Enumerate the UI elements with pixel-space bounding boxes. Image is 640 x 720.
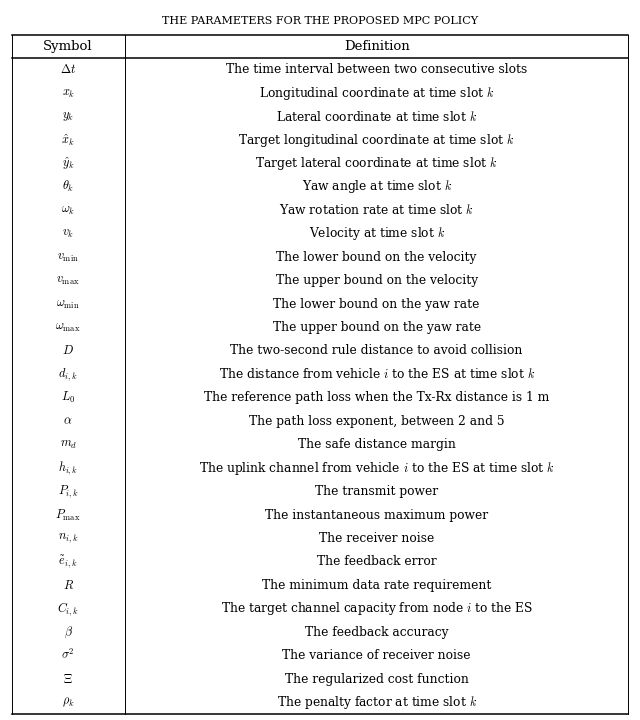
Text: $\tilde{e}_{i,k}$: $\tilde{e}_{i,k}$ [58,554,78,570]
Text: $D$: $D$ [62,344,74,357]
Text: THE PARAMETERS FOR THE PROPOSED MPC POLICY: THE PARAMETERS FOR THE PROPOSED MPC POLI… [162,16,478,26]
Text: Yaw rotation rate at time slot $k$: Yaw rotation rate at time slot $k$ [279,203,474,217]
Text: $C_{i,k}$: $C_{i,k}$ [57,600,79,618]
Text: The regularized cost function: The regularized cost function [285,672,468,685]
Text: The target channel capacity from node $i$ to the ES: The target channel capacity from node $i… [221,600,532,617]
Text: $y_k$: $y_k$ [62,110,74,123]
Text: $v_{\mathrm{min}}$: $v_{\mathrm{min}}$ [57,251,79,264]
Text: Target lateral coordinate at time slot $k$: Target lateral coordinate at time slot $… [255,155,498,172]
Text: $\omega_{\mathrm{max}}$: $\omega_{\mathrm{max}}$ [56,321,81,334]
Text: $n_{i,k}$: $n_{i,k}$ [58,532,78,545]
Text: The minimum data rate requirement: The minimum data rate requirement [262,579,492,592]
Text: The variance of receiver noise: The variance of receiver noise [282,649,471,662]
Text: The feedback accuracy: The feedback accuracy [305,626,449,639]
Text: $L_0$: $L_0$ [61,390,76,405]
Text: $\hat{y}_k$: $\hat{y}_k$ [61,155,75,172]
Text: $\theta_k$: $\theta_k$ [62,179,74,194]
Text: The two-second rule distance to avoid collision: The two-second rule distance to avoid co… [230,344,523,357]
Text: The transmit power: The transmit power [315,485,438,498]
Text: The reference path loss when the Tx-Rx distance is 1 m: The reference path loss when the Tx-Rx d… [204,392,549,405]
Text: $\Delta t$: $\Delta t$ [60,63,76,76]
Text: $R$: $R$ [63,579,74,592]
Text: The upper bound on the velocity: The upper bound on the velocity [276,274,477,287]
Text: $P_{\mathrm{max}}$: $P_{\mathrm{max}}$ [55,508,81,523]
Text: The uplink channel from vehicle $i$ to the ES at time slot $k$: The uplink channel from vehicle $i$ to t… [199,459,554,477]
Text: Lateral coordinate at time slot $k$: Lateral coordinate at time slot $k$ [276,109,477,124]
Text: Longitudinal coordinate at time slot $k$: Longitudinal coordinate at time slot $k$ [259,85,494,102]
Text: The receiver noise: The receiver noise [319,532,435,545]
Text: $\beta$: $\beta$ [63,624,73,640]
Text: $v_k$: $v_k$ [62,228,74,240]
Text: $m_d$: $m_d$ [60,438,77,451]
Text: Velocity at time slot $k$: Velocity at time slot $k$ [308,225,445,242]
Text: The lower bound on the velocity: The lower bound on the velocity [276,251,477,264]
Text: $\omega_k$: $\omega_k$ [61,204,75,217]
Text: $d_{i,k}$: $d_{i,k}$ [58,366,78,382]
Text: $\Xi$: $\Xi$ [63,672,73,685]
Text: $\rho_k$: $\rho_k$ [62,696,74,709]
Text: $\sigma^2$: $\sigma^2$ [61,649,75,663]
Text: The penalty factor at time slot $k$: The penalty factor at time slot $k$ [276,694,477,711]
Text: The distance from vehicle $i$ to the ES at time slot $k$: The distance from vehicle $i$ to the ES … [218,367,535,382]
Text: $h_{i,k}$: $h_{i,k}$ [58,459,78,477]
Text: The lower bound on the yaw rate: The lower bound on the yaw rate [273,297,480,310]
Text: $x_k$: $x_k$ [61,86,75,99]
Text: $\hat{x}_k$: $\hat{x}_k$ [61,132,75,148]
Text: $P_{i,k}$: $P_{i,k}$ [58,483,79,500]
Text: The safe distance margin: The safe distance margin [298,438,456,451]
Text: The feedback error: The feedback error [317,555,436,568]
Text: Yaw angle at time slot $k$: Yaw angle at time slot $k$ [301,179,452,195]
Text: The time interval between two consecutive slots: The time interval between two consecutiv… [226,63,527,76]
Text: The instantaneous maximum power: The instantaneous maximum power [265,508,488,521]
Text: The upper bound on the yaw rate: The upper bound on the yaw rate [273,321,481,334]
Text: Definition: Definition [344,40,410,53]
Text: Target longitudinal coordinate at time slot $k$: Target longitudinal coordinate at time s… [238,132,515,148]
Text: The path loss exponent, between 2 and 5: The path loss exponent, between 2 and 5 [249,415,504,428]
Text: Symbol: Symbol [44,40,93,53]
Text: $v_{\mathrm{max}}$: $v_{\mathrm{max}}$ [56,274,80,287]
Text: $\omega_{\mathrm{min}}$: $\omega_{\mathrm{min}}$ [56,297,80,310]
Text: $\alpha$: $\alpha$ [63,415,73,428]
